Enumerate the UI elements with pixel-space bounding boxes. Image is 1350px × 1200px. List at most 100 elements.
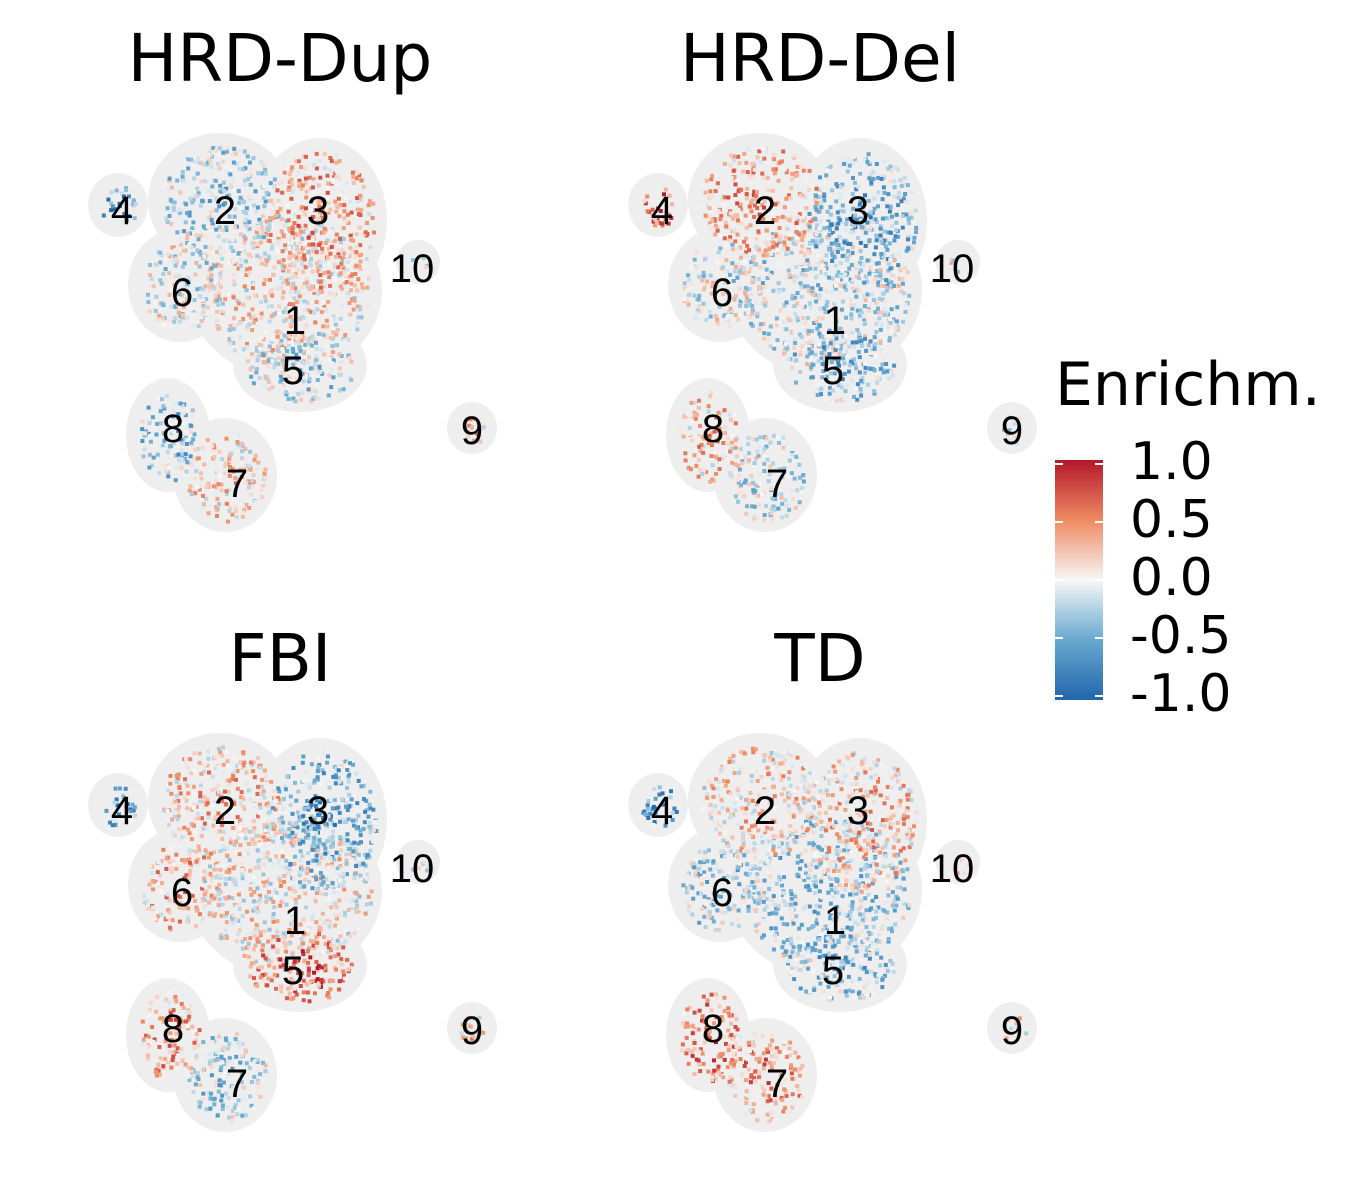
- cluster-cells-6: [681, 843, 762, 933]
- legend-tick-mark: [1095, 579, 1103, 581]
- cluster-label-8: 8: [702, 407, 724, 451]
- cluster-cells-6: [146, 242, 223, 330]
- cluster-halo-4: [628, 173, 688, 237]
- cluster-cells-7: [727, 1032, 807, 1124]
- cluster-label-3: 3: [847, 189, 869, 233]
- cluster-label-6: 6: [711, 271, 733, 315]
- cluster-cells-4: [104, 786, 137, 828]
- umap-plot: 1 2 3 4 5 6 78 9 10: [628, 133, 1037, 532]
- cluster-label-5: 5: [822, 349, 844, 393]
- legend-tick-mark: [1095, 521, 1103, 523]
- cluster-cells-3: [806, 152, 919, 288]
- cluster-cells-3: [265, 750, 379, 892]
- cluster-label-6: 6: [711, 871, 733, 915]
- facet-panel-hrd-del: 1 2 3 4 5 6 7 8 9 10 HRD-Del: [560, 0, 1080, 580]
- cluster-cells-6: [682, 241, 764, 329]
- legend-tick-label: 0.0: [1130, 548, 1213, 608]
- cluster-label-6: 6: [171, 871, 193, 915]
- cluster-label-1: 1: [284, 299, 306, 343]
- cluster-label-2: 2: [754, 189, 776, 233]
- cluster-cells-2: [700, 146, 822, 258]
- cluster-cells-3: [805, 751, 919, 894]
- cluster-label-7: 7: [766, 1062, 788, 1106]
- cluster-halo-5: [233, 318, 367, 412]
- cluster-cells-10: [949, 257, 970, 274]
- facet-panel-fbi: 1 2 3 4 5 6 7 8 9 10 FBI: [20, 600, 540, 1180]
- cluster-label-4: 4: [111, 789, 133, 833]
- legend-tick-mark: [1055, 579, 1063, 581]
- facet-panel-hrd-dup: 1 2 3 4 5 6 7 8 9 10 HRD-Dup: [20, 0, 540, 580]
- cluster-cells-3: [267, 151, 376, 293]
- cluster-cells-8: [140, 991, 202, 1078]
- cluster-label-7: 7: [766, 462, 788, 506]
- cluster-cells-10: [410, 254, 430, 274]
- cluster-cells-7: [187, 433, 268, 524]
- panel-title: HRD-Dup: [127, 20, 433, 97]
- umap-plot: 1 2 3 4 5 6 78 9 10: [628, 733, 1037, 1132]
- cluster-label-8: 8: [162, 407, 184, 451]
- cluster-halo-10: [396, 840, 440, 884]
- legend-tick-label: 0.5: [1130, 490, 1213, 550]
- cluster-label-3: 3: [307, 789, 329, 833]
- cluster-halo-9: [987, 402, 1037, 454]
- legend-tick-label: -1.0: [1130, 664, 1232, 724]
- legend-tick-mark: [1095, 463, 1103, 465]
- legend-tick-mark: [1095, 695, 1103, 697]
- cluster-cells-2: [162, 745, 284, 858]
- panel-title: HRD-Del: [680, 20, 960, 97]
- cluster-cells-9: [462, 416, 486, 444]
- cluster-label-9: 9: [461, 409, 483, 453]
- cluster-label-7: 7: [226, 462, 248, 506]
- cluster-cells-2: [700, 746, 823, 857]
- cluster-label-2: 2: [754, 789, 776, 833]
- cluster-cells-7: [727, 433, 806, 523]
- cluster-cells-1: [741, 817, 912, 968]
- cluster-cells-8: [140, 394, 201, 483]
- cluster-label-5: 5: [282, 949, 304, 993]
- cluster-cells-9: [1004, 1016, 1029, 1041]
- cluster-cells-8: [678, 390, 739, 484]
- cluster-cells-10: [954, 856, 972, 876]
- legend-tick-mark: [1095, 637, 1103, 639]
- cluster-label-7: 7: [226, 1062, 248, 1106]
- cluster-label-10: 10: [390, 847, 435, 891]
- cluster-label-2: 2: [214, 189, 236, 233]
- cluster-label-9: 9: [1001, 409, 1023, 453]
- cluster-cells-5: [248, 931, 354, 1004]
- facet-panel-td: 1 2 3 4 5 6 7 8 9 10 TD: [560, 600, 1080, 1180]
- cluster-label-10: 10: [930, 847, 975, 891]
- cluster-cells-10: [411, 860, 432, 873]
- legend-tick-label: -0.5: [1130, 606, 1232, 666]
- cluster-label-4: 4: [111, 189, 133, 233]
- cluster-cells-4: [642, 187, 674, 228]
- cluster-label-8: 8: [162, 1007, 184, 1051]
- cluster-cells-4: [101, 186, 138, 224]
- cluster-halo-10: [396, 240, 440, 284]
- cluster-cells-7: [185, 1032, 268, 1123]
- cluster-cells-8: [680, 992, 742, 1083]
- legend-tick-mark: [1055, 521, 1063, 523]
- cluster-cells-4: [641, 785, 679, 828]
- cluster-label-4: 4: [651, 189, 673, 233]
- umap-plot: 1 2 3 4 5 6 78 9 10: [88, 733, 497, 1132]
- legend-tick-mark: [1055, 695, 1063, 697]
- cluster-label-1: 1: [824, 899, 846, 943]
- panel-title: TD: [774, 620, 866, 697]
- cluster-label-9: 9: [1001, 1009, 1023, 1053]
- cluster-cells-5: [786, 933, 896, 1003]
- cluster-label-2: 2: [214, 789, 236, 833]
- cluster-label-9: 9: [461, 1009, 483, 1053]
- cluster-cells-9: [459, 1015, 486, 1041]
- cluster-label-5: 5: [282, 349, 304, 393]
- cluster-label-3: 3: [307, 189, 329, 233]
- cluster-label-10: 10: [930, 247, 975, 291]
- cluster-label-1: 1: [824, 299, 846, 343]
- legend-tick-label: 1.0: [1130, 432, 1213, 492]
- legend-tick-mark: [1055, 637, 1063, 639]
- cluster-label-10: 10: [390, 247, 435, 291]
- cluster-cells-5: [245, 331, 354, 404]
- cluster-label-1: 1: [284, 899, 306, 943]
- legend-title: Enrichm.: [1055, 350, 1321, 420]
- cluster-label-4: 4: [651, 789, 673, 833]
- color-legend: Enrichm. 1.0 0.5 0.0 -0.5 -1.0: [1050, 345, 1340, 720]
